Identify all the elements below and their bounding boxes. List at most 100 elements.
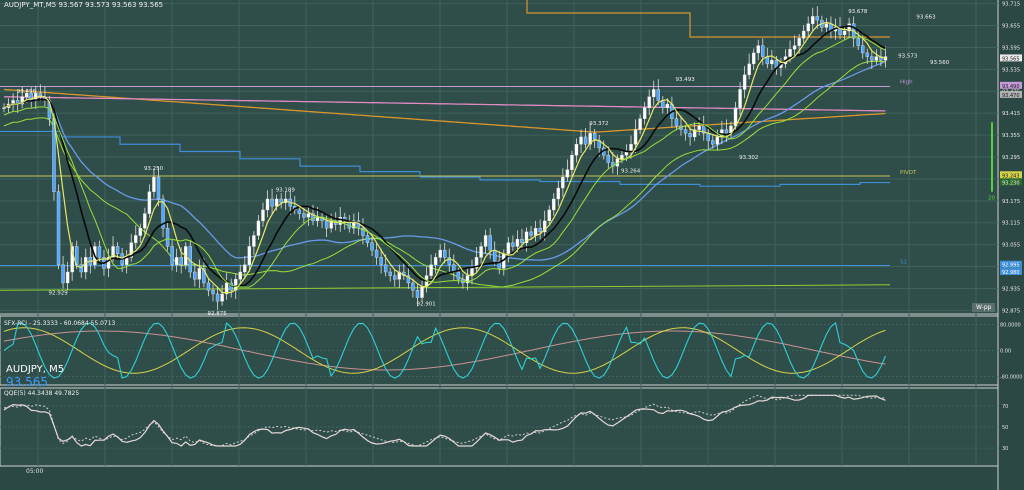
candle-body [106,257,111,269]
candle-body [588,133,592,145]
price-annotation: 93.560 [930,60,950,66]
wpp-button[interactable]: W-pp [972,303,996,312]
price-annotation: 92.901 [417,302,436,308]
rci-panel[interactable] [0,315,999,386]
candle-body [411,282,415,291]
candle-body [197,268,202,280]
qqe-tick-label: 30 [1002,446,1008,452]
price-axis [998,0,1024,490]
candle-body [352,220,356,229]
candle-body [274,198,279,207]
high-level-badge-2-bg [1000,90,1022,98]
candle-body [338,217,342,225]
candle-body [770,60,774,65]
time-axis [0,467,998,489]
candle-body [70,246,74,273]
candle-body [206,282,211,291]
ma-orange-line [3,88,886,133]
candle-body [65,271,70,284]
candle-body [97,246,102,258]
candle-body [715,136,720,145]
candle-body [265,198,270,211]
ma-black-line [3,25,886,288]
candle-body [665,103,670,108]
candle-body [438,249,442,258]
candle-body [747,63,751,76]
candle-body [370,242,374,251]
candle-body [874,56,879,61]
price-tick-label: 93.415 [1002,111,1020,117]
pivot-level-label: PIVOT [900,170,917,176]
candle-body [147,191,152,214]
candle-body [361,227,365,236]
candle-body [488,235,492,251]
candle-body [302,213,306,218]
candle-body [638,118,642,130]
candle-body [561,176,565,189]
price-annotation: 93.264 [621,169,641,175]
candle-body [474,257,479,269]
candle-body [824,23,829,28]
price-annotation: 93.573 [898,53,918,59]
candle-body [870,56,874,61]
candle-body [529,231,533,236]
candle-body [215,293,220,302]
candle-body [642,107,647,119]
candle-body [556,187,561,200]
candle-body [579,136,583,145]
candle-body [329,220,333,229]
candle-body [220,293,224,302]
price-tick-label: 93.655 [1002,24,1020,30]
candle-body [415,290,420,298]
symbol-label: AUDJPY, M5 [6,364,65,375]
s1-badge: 92.995 [1002,263,1020,269]
candle-body [234,279,238,291]
candle-body [511,242,515,247]
candle-body [583,136,588,145]
rci-short-line [3,322,887,379]
candle-body [706,133,710,141]
candle-body [861,45,865,54]
price-tick-label: 93.175 [1002,199,1020,205]
price-tick-label: 93.055 [1002,243,1020,249]
candle-body [515,238,520,247]
candle-body [156,176,161,200]
price-tick-label: 93.295 [1002,155,1020,161]
price-annotation: 93.250 [144,166,164,172]
candle-body [856,38,860,46]
candle-body [243,264,247,273]
candle-body [129,242,133,258]
current-price-label: 93.565 [6,375,48,389]
candle-body [565,169,570,178]
candle-body [247,246,252,265]
candle-body [538,227,542,233]
rci-tick-label: 0.00 [1000,349,1011,355]
candle-body [211,290,215,295]
qqe-tick-label: 70 [1002,404,1008,410]
candle-body [520,238,524,244]
candle-body [238,271,242,280]
candle-body [179,257,183,265]
qqe-indicator-header: QQE(5) 44.3438 49.7825 [4,390,80,397]
price-tick-label: 93.535 [1002,67,1020,73]
rci-indicator-header: SFX-RCI - 25.3333 - 60.0684 55.0713 [4,320,116,327]
candle-body [143,213,147,229]
candle-body [751,52,756,65]
upper-step-line [526,0,890,38]
candle-body [724,129,729,134]
candle-body [742,74,747,90]
pivot-badge-2: 93.230 [1002,181,1020,187]
price-annotation: 93.302 [739,155,758,161]
price-tick-label: 93.355 [1002,133,1020,139]
volatility-bar-label: 20 [988,195,995,201]
ma-yellow-line [3,21,886,294]
candle-body [806,23,810,32]
current-price-badge-bg [1000,54,1022,62]
candle-body [842,30,847,35]
high-level-badge-2: 93.470 [1002,93,1020,99]
candle-body [552,198,556,211]
support-trend-line [0,284,891,291]
candle-body [797,38,801,46]
